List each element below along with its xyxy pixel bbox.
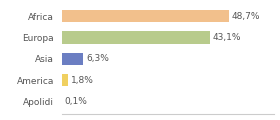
Text: 43,1%: 43,1% <box>212 33 241 42</box>
Text: 6,3%: 6,3% <box>86 54 109 63</box>
Bar <box>62 10 229 22</box>
Text: 48,7%: 48,7% <box>232 12 260 21</box>
Text: 0,1%: 0,1% <box>65 97 88 106</box>
Bar <box>62 53 83 65</box>
Bar <box>62 31 209 44</box>
Bar <box>62 74 68 86</box>
Text: 1,8%: 1,8% <box>71 75 94 84</box>
